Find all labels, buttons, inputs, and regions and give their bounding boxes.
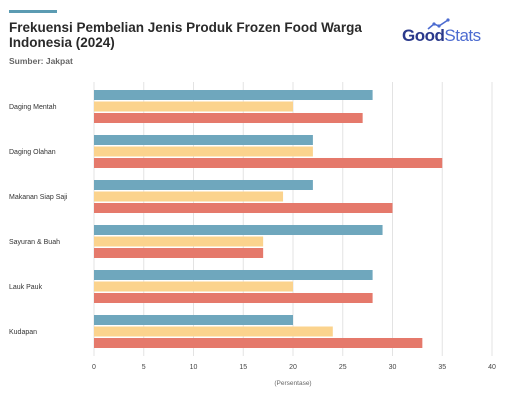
x-tick-label: 5 (142, 364, 146, 371)
accent-bar (9, 10, 57, 13)
category-label: Daging Mentah (9, 104, 57, 111)
bar (94, 270, 373, 280)
x-tick-label: 20 (289, 364, 297, 371)
trend-line-icon (427, 18, 450, 30)
x-tick-label: 35 (438, 364, 446, 371)
category-label: Lauk Pauk (9, 284, 43, 291)
bar (94, 315, 293, 325)
x-tick-label: 0 (92, 364, 96, 371)
bar (94, 146, 313, 157)
bar (94, 191, 284, 202)
x-tick-label: 40 (488, 364, 496, 371)
category-label: Daging Olahan (9, 149, 56, 156)
category-label: Makanan Siap Saji (9, 194, 68, 201)
x-tick-label: 15 (239, 364, 247, 371)
bar-layer (94, 90, 443, 348)
category-label: Sayuran & Buah (9, 239, 60, 246)
bar (94, 101, 293, 112)
bar (94, 135, 313, 145)
bar (94, 248, 264, 258)
x-tick-label: 25 (339, 364, 347, 371)
bar (94, 180, 313, 190)
goodstats-logo: GoodStats (402, 18, 481, 50)
bar (94, 113, 363, 123)
source-note: Sumber: Jakpat (9, 56, 73, 66)
bar (94, 158, 443, 168)
x-tick-label: 10 (190, 364, 198, 371)
bar (94, 281, 293, 292)
bar (94, 90, 373, 100)
bar (94, 203, 393, 213)
x-tick-label: 30 (389, 364, 397, 371)
chart-title: Frekuensi Pembelian Jenis Produk Frozen … (9, 20, 362, 50)
grid-layer (93, 82, 493, 356)
bar (94, 338, 423, 348)
bar (94, 225, 383, 235)
bar (94, 236, 264, 247)
bar (94, 293, 373, 303)
x-axis-title: (Persentase) (274, 380, 311, 387)
label-layer: 0 5 10 15 20 25 30 35 40 Daging Mentah Daging Olah… (9, 104, 496, 371)
logo-text-good: Good (402, 26, 445, 45)
bar (94, 326, 333, 337)
category-label: Kudapan (9, 329, 37, 336)
logo-text-stats: Stats (444, 26, 481, 45)
